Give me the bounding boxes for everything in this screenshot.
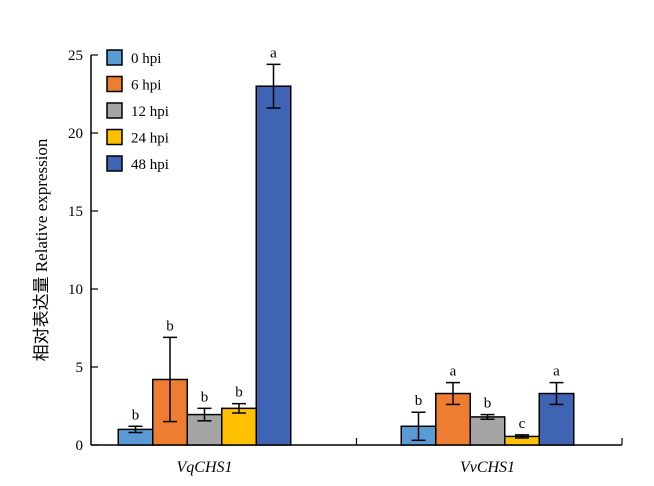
bar	[255, 85, 292, 446]
legend-label: 12 hpi	[131, 104, 169, 120]
legend-swatch	[106, 75, 123, 93]
y-tick-label: 25	[68, 48, 83, 64]
chart-legend: 0 hpi 6 hpi 12 hpi 24 hpi 48 hpi	[106, 49, 169, 173]
significance-label: b	[415, 393, 423, 409]
legend-label: 0 hpi	[131, 51, 161, 67]
significance-label: b	[132, 407, 140, 423]
x-category-label: VvCHS1	[460, 459, 515, 476]
significance-label: a	[270, 45, 277, 61]
y-tick-label: 20	[68, 126, 83, 142]
legend-label: 48 hpi	[131, 157, 169, 173]
y-tick-label: 0	[76, 438, 84, 454]
significance-label: a	[553, 364, 560, 380]
bar	[221, 407, 257, 446]
y-axis-label: 相对表达量 Relative expression	[32, 138, 51, 361]
x-category-label: VqCHS1	[177, 459, 233, 476]
significance-label: a	[450, 364, 457, 380]
legend-swatch	[106, 128, 123, 146]
significance-label: b	[484, 396, 492, 412]
legend-swatch	[106, 102, 123, 119]
chart-bars: b b b b a b a b c a	[117, 45, 575, 446]
significance-label: c	[519, 416, 526, 432]
y-tick-label: 10	[68, 282, 83, 298]
bar	[469, 416, 506, 446]
significance-label: b	[166, 318, 174, 334]
significance-label: b	[235, 385, 243, 401]
legend-label: 6 hpi	[131, 78, 161, 94]
significance-label: b	[201, 389, 209, 405]
legend-label: 24 hpi	[131, 131, 169, 147]
y-tick-label: 5	[76, 360, 84, 376]
y-tick-label: 15	[68, 204, 83, 220]
legend-swatch	[106, 49, 123, 66]
legend-swatch	[106, 155, 123, 172]
